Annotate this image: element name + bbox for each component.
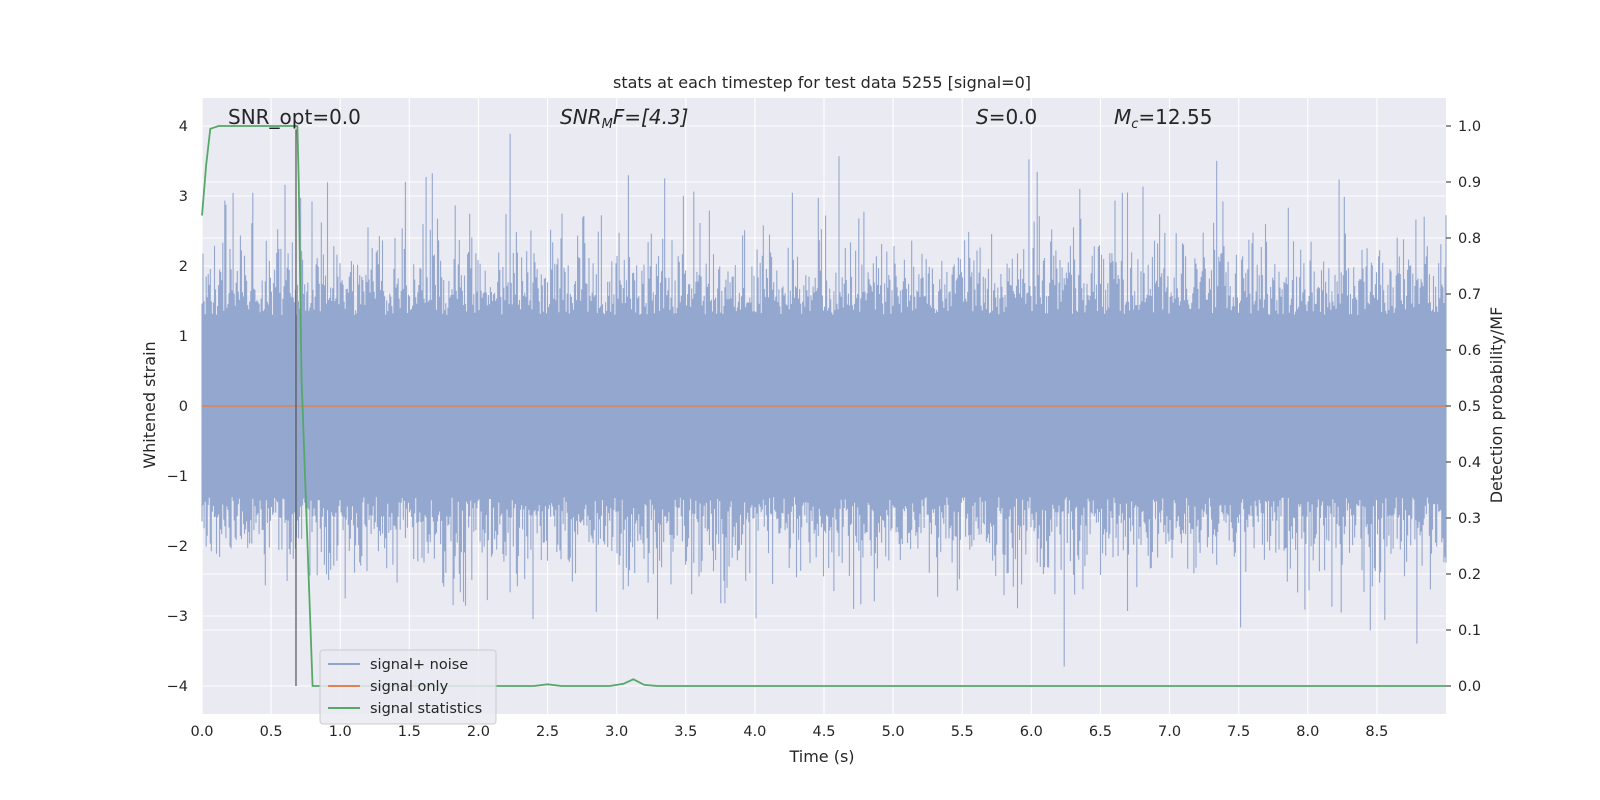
y-tick-label-left: −4: [167, 679, 188, 695]
y-tick-label-left: −2: [167, 539, 188, 555]
annotation-snr-mf-rest: F=[4.3]: [613, 105, 689, 129]
annotation-snr-mf-subscript: M: [602, 117, 613, 132]
annotation-snr-mf-symbol: SNR: [560, 105, 602, 129]
x-tick-label: 4.5: [812, 724, 835, 740]
legend-box: [319, 649, 497, 725]
x-tick-label: 5.0: [882, 724, 905, 740]
y-tick-label-left: −1: [167, 469, 188, 485]
y-tick-label-right: 0.2: [1458, 567, 1481, 583]
y-tick-label-right: 0.3: [1458, 511, 1481, 527]
tick-labels: 0.0 0.5 1.0 1.5 2.0 2.5 3.0 3.5 4.0 4.5 5.0 5.5 6.0 6…: [167, 119, 1481, 740]
y-tick-label-right: 0.6: [1458, 343, 1481, 359]
y-axis-label-left: Whitened strain: [140, 341, 159, 468]
chart-title: stats at each timestep for test data 525…: [613, 73, 1031, 92]
annotation-s-rest: =0.0: [989, 105, 1038, 129]
y-tick-label-left: 2: [179, 259, 188, 275]
y-tick-label-right: 0.7: [1458, 287, 1481, 303]
x-tick-label: 7.0: [1158, 724, 1181, 740]
y-tick-label-right: 0.4: [1458, 455, 1481, 471]
y-tick-label-left: 1: [179, 329, 188, 345]
y-tick-label-left: −3: [167, 609, 188, 625]
annotation-mc: Mc=12.55: [1114, 105, 1212, 132]
x-tick-label: 2.0: [467, 724, 490, 740]
annotation-mc-rest: =12.55: [1138, 105, 1212, 129]
y-tick-label-right: 1.0: [1458, 119, 1481, 135]
y-tick-label-right: 0.0: [1458, 679, 1481, 695]
y-tick-label-right: 0.9: [1458, 175, 1481, 191]
annotation-s-symbol: S: [976, 105, 989, 129]
x-tick-label: 6.5: [1089, 724, 1112, 740]
y-tick-label-right: 0.1: [1458, 623, 1481, 639]
x-tick-label: 1.0: [329, 724, 352, 740]
x-axis-label: Time (s): [788, 747, 854, 766]
annotation-mc-subscript: c: [1131, 117, 1138, 132]
y-tick-label-left: 3: [179, 189, 188, 205]
annotation-snr-mf: SNRMF=[4.3]: [560, 105, 688, 132]
x-tick-label: 3.5: [674, 724, 697, 740]
x-tick-label: 8.0: [1296, 724, 1319, 740]
x-tick-label: 3.0: [605, 724, 628, 740]
x-tick-label: 0.5: [260, 724, 283, 740]
legend-label-signal-statistics: signal statistics: [370, 701, 482, 717]
x-tick-label: 7.5: [1227, 724, 1250, 740]
x-tick-label: 0.0: [190, 724, 213, 740]
annotation-s: S=0.0: [976, 105, 1037, 129]
y-tick-label-right: 0.8: [1458, 231, 1481, 247]
y-tick-label-right: 0.5: [1458, 399, 1481, 415]
x-tick-label: 6.0: [1020, 724, 1043, 740]
y-axis-label-right: Detection probability/MF: [1487, 307, 1506, 504]
y-tick-label-left: 0: [179, 399, 188, 415]
x-tick-label: 5.5: [951, 724, 974, 740]
annotation-snr-opt: SNR_opt=0.0: [228, 105, 361, 129]
x-tick-label: 4.0: [743, 724, 766, 740]
legend-label-signal-only: signal only: [370, 679, 449, 695]
legend-label-signal-noise: signal+ noise: [370, 657, 468, 673]
legend: signal+ noise signal only signal statist…: [319, 649, 497, 725]
x-tick-label: 8.5: [1365, 724, 1388, 740]
x-tick-label: 2.5: [536, 724, 559, 740]
annotation-mc-symbol: M: [1114, 105, 1131, 129]
y-tick-label-left: 4: [179, 119, 188, 135]
x-tick-label: 1.5: [398, 724, 421, 740]
